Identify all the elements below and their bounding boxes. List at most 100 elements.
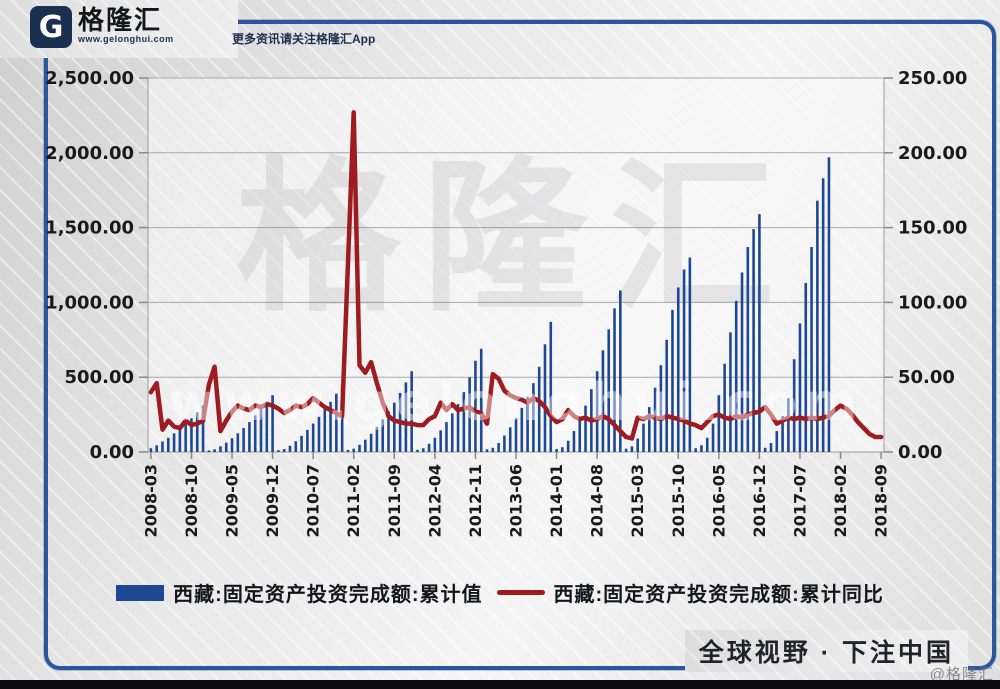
bar: [630, 446, 634, 452]
bar: [236, 433, 240, 452]
x-axis-tick-label: 2009-12: [263, 464, 282, 537]
x-axis-tick-label: 2016-05: [709, 464, 728, 537]
bar: [311, 423, 315, 452]
bar: [404, 382, 408, 452]
right-axis-tick-label: 100.00: [898, 292, 967, 313]
x-axis-tick-label: 2009-05: [223, 464, 242, 537]
bar: [178, 428, 182, 452]
bar: [369, 433, 373, 452]
x-axis-tick-label: 2008-10: [182, 464, 201, 537]
x-axis-tick-label: 2012-11: [466, 464, 485, 537]
x-axis-tick-label: 2018-09: [872, 464, 891, 537]
bar: [271, 395, 274, 452]
bar: [549, 321, 553, 452]
bar: [184, 423, 187, 452]
x-axis-tick-label: 2015-03: [628, 464, 647, 537]
bar: [636, 438, 640, 452]
bar: [705, 437, 709, 452]
bar: [450, 413, 454, 452]
bar: [787, 398, 790, 452]
bar: [508, 427, 512, 452]
x-axis-tick-label: 2014-01: [547, 464, 566, 537]
bar: [711, 423, 715, 452]
bar: [671, 309, 674, 452]
bar: [717, 395, 721, 452]
bar: [619, 290, 622, 452]
right-axis-tick-label: 200.00: [898, 143, 967, 164]
bar: [566, 440, 570, 452]
right-axis-tick-label: 50.00: [898, 367, 955, 388]
bar: [329, 401, 332, 452]
x-axis-tick-label: 2015-10: [669, 464, 688, 537]
brand-logo: G 格隆汇 www.gelonghui.com: [30, 6, 174, 48]
bar: [682, 269, 686, 452]
bar: [317, 416, 321, 452]
x-axis-tick-label: 2010-07: [304, 464, 323, 537]
bar: [694, 448, 697, 452]
bar: [253, 415, 257, 452]
bar: [810, 247, 813, 452]
bar: [439, 430, 442, 452]
bar: [392, 402, 396, 452]
bar: [335, 393, 338, 452]
left-axis-tick-label: 1,500.00: [45, 218, 134, 239]
x-axis-tick-label: 2011-09: [385, 464, 404, 537]
bar: [277, 450, 280, 452]
bar: [746, 247, 750, 452]
bar: [642, 423, 645, 452]
bar: [595, 371, 599, 452]
bar: [792, 359, 796, 452]
bar: [537, 366, 541, 452]
legend-bar-swatch: [116, 584, 165, 601]
x-axis-tick-label: 2011-02: [344, 464, 363, 537]
bar: [798, 323, 802, 452]
bar: [543, 344, 547, 452]
bar: [821, 178, 825, 452]
bottom-black-strip: [0, 680, 1000, 689]
bar: [219, 446, 222, 452]
bar: [416, 449, 419, 452]
legend-item-bar-series: 西藏:固定资产投资完成额:累计值: [116, 578, 482, 607]
bar: [758, 214, 761, 452]
bar: [729, 332, 732, 452]
bar: [172, 433, 176, 452]
bar: [723, 363, 726, 452]
legend-bar-label: 西藏:固定资产投资完成额:累计值: [173, 584, 483, 606]
bar: [816, 200, 819, 452]
bar: [445, 422, 448, 452]
bar: [647, 407, 651, 452]
bar-series: [149, 157, 831, 452]
bar: [497, 443, 500, 452]
bar: [364, 439, 367, 452]
bar: [352, 448, 356, 452]
bar: [485, 449, 489, 452]
bar: [462, 392, 466, 452]
bar: [781, 416, 784, 452]
bar: [381, 419, 385, 452]
bar: [752, 229, 755, 452]
left-axis-tick-label: 2,500.00: [45, 68, 134, 89]
bar: [769, 443, 773, 452]
left-axis-tick-label: 500.00: [65, 367, 134, 388]
bar: [503, 435, 506, 452]
bar: [259, 408, 263, 452]
bar: [201, 405, 205, 452]
bar: [248, 422, 251, 452]
bar: [288, 445, 292, 452]
bar: [601, 350, 605, 452]
bar: [410, 371, 413, 452]
bar: [224, 442, 228, 452]
bar: [306, 429, 309, 452]
bar: [607, 329, 611, 452]
bar: [282, 449, 286, 452]
bar: [230, 438, 234, 452]
bar: [427, 443, 431, 452]
bar: [358, 444, 361, 452]
corner-watermark: @格隆汇: [929, 666, 994, 683]
bar: [474, 360, 477, 452]
bar: [532, 383, 535, 452]
x-axis-tick-label: 2016-12: [750, 464, 769, 537]
bar: [734, 300, 738, 452]
header-tagline: 更多资讯请关注格隆汇App: [232, 32, 376, 46]
line-series: [148, 110, 884, 441]
